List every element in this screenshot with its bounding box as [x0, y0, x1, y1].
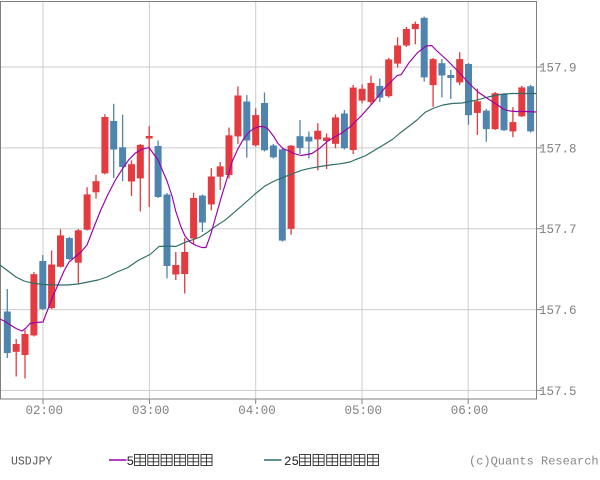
- svg-text:5: 5: [127, 455, 135, 469]
- svg-text:06:00: 06:00: [451, 404, 489, 418]
- svg-text:02:00: 02:00: [26, 404, 64, 418]
- svg-text:157.6: 157.6: [539, 304, 577, 318]
- svg-text:05:00: 05:00: [345, 404, 383, 418]
- svg-text:157.7: 157.7: [539, 223, 577, 237]
- svg-text:157.9: 157.9: [539, 62, 577, 76]
- svg-text:03:00: 03:00: [132, 404, 170, 418]
- svg-text:04:00: 04:00: [238, 404, 276, 418]
- svg-text:25: 25: [284, 455, 299, 469]
- svg-text:157.8: 157.8: [539, 142, 577, 156]
- svg-text:USDJPY: USDJPY: [11, 456, 53, 469]
- svg-text:157.5: 157.5: [539, 385, 577, 399]
- svg-text:(c)Quants Research: (c)Quants Research: [469, 455, 599, 469]
